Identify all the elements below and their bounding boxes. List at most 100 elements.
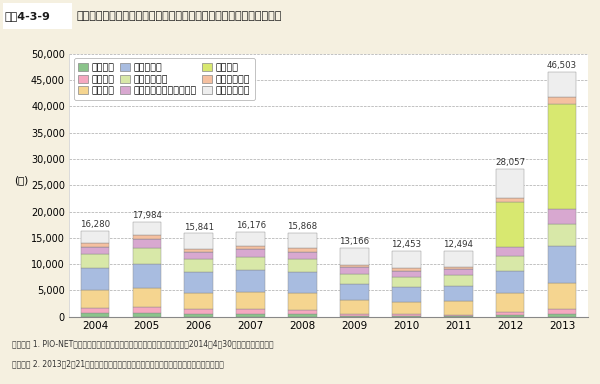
Bar: [392, 316, 421, 317]
Bar: [496, 247, 524, 256]
Bar: [392, 276, 421, 286]
Bar: [340, 316, 369, 317]
Text: 12,453: 12,453: [391, 240, 421, 250]
Text: 12,494: 12,494: [443, 240, 473, 249]
Bar: [340, 284, 369, 301]
Bar: [236, 292, 265, 309]
Text: (年度): (年度): [599, 351, 600, 361]
Bar: [133, 239, 161, 248]
Bar: [444, 316, 473, 317]
Bar: [496, 256, 524, 271]
Text: 15,868: 15,868: [287, 222, 317, 232]
Bar: [444, 275, 473, 286]
Bar: [288, 272, 317, 293]
Bar: [496, 312, 524, 315]
Bar: [340, 314, 369, 316]
Bar: [444, 286, 473, 301]
FancyBboxPatch shape: [3, 3, 72, 29]
Bar: [184, 233, 213, 249]
Bar: [548, 314, 577, 317]
Bar: [288, 293, 317, 310]
Bar: [80, 247, 109, 254]
Bar: [184, 259, 213, 272]
Text: 2. 2013年2月21日以降、特定商取引法改正により「訪問購入」が新設されている。: 2. 2013年2月21日以降、特定商取引法改正により「訪問購入」が新設されてい…: [12, 359, 224, 368]
Bar: [80, 308, 109, 313]
Bar: [496, 198, 524, 202]
Text: 図袆4-3-9: 図袆4-3-9: [5, 11, 50, 21]
Bar: [80, 243, 109, 247]
Bar: [548, 224, 577, 246]
Bar: [133, 313, 161, 317]
Bar: [392, 302, 421, 314]
Bar: [184, 249, 213, 252]
Bar: [184, 309, 213, 314]
Bar: [288, 259, 317, 272]
Bar: [340, 301, 369, 314]
Text: 15,841: 15,841: [184, 223, 214, 232]
Bar: [133, 307, 161, 313]
Bar: [548, 309, 577, 314]
Bar: [236, 257, 265, 270]
Bar: [340, 274, 369, 284]
Bar: [80, 268, 109, 290]
Bar: [236, 249, 265, 257]
Text: 28,057: 28,057: [495, 158, 525, 167]
Bar: [80, 254, 109, 268]
Bar: [288, 310, 317, 314]
Bar: [340, 265, 369, 267]
Bar: [133, 248, 161, 265]
Bar: [548, 104, 577, 210]
Bar: [184, 293, 213, 309]
Bar: [444, 267, 473, 270]
Bar: [340, 248, 369, 265]
Bar: [80, 313, 109, 317]
Text: （備考） 1. PIO-NETに登録された「健康食品」に関する消費生活相談情報（2014年4月30日までの登録分）。: （備考） 1. PIO-NETに登録された「健康食品」に関する消費生活相談情報（…: [12, 340, 274, 349]
Bar: [288, 314, 317, 317]
Bar: [392, 251, 421, 268]
Bar: [288, 233, 317, 248]
Bar: [496, 169, 524, 198]
Bar: [133, 265, 161, 288]
Bar: [184, 252, 213, 259]
Bar: [444, 314, 473, 316]
Bar: [496, 202, 524, 247]
Bar: [288, 248, 317, 252]
Bar: [288, 252, 317, 259]
Bar: [80, 231, 109, 243]
Bar: [444, 270, 473, 275]
Text: 17,984: 17,984: [132, 211, 162, 220]
Bar: [184, 272, 213, 293]
Bar: [236, 309, 265, 314]
Text: 16,176: 16,176: [236, 221, 266, 230]
Bar: [133, 235, 161, 239]
Bar: [80, 290, 109, 308]
Legend: 店舗購入, 訪問販売, 通信販売, マルチ取引, 電話勧誘販売, ネガティブ・オプション, 訪問購入, その他無店舗, 不明・無関係: 店舗購入, 訪問販売, 通信販売, マルチ取引, 電話勧誘販売, ネガティブ・オ…: [74, 58, 255, 100]
Text: 16,280: 16,280: [80, 220, 110, 229]
Y-axis label: (件): (件): [14, 175, 28, 185]
Bar: [548, 283, 577, 309]
Bar: [236, 314, 265, 317]
Bar: [496, 315, 524, 317]
Bar: [392, 268, 421, 271]
Bar: [236, 232, 265, 245]
Bar: [133, 288, 161, 307]
Bar: [392, 314, 421, 316]
Bar: [548, 72, 577, 98]
Bar: [444, 301, 473, 314]
Text: 「健康食品」に関する相談は、「送り付け商法」によって大幅に増加: 「健康食品」に関する相談は、「送り付け商法」によって大幅に増加: [77, 11, 282, 21]
Bar: [496, 293, 524, 312]
Bar: [184, 314, 213, 317]
Bar: [548, 210, 577, 224]
Bar: [496, 271, 524, 293]
Bar: [392, 271, 421, 276]
Bar: [548, 246, 577, 283]
Bar: [392, 286, 421, 302]
Bar: [444, 251, 473, 267]
Bar: [133, 222, 161, 235]
Bar: [340, 267, 369, 274]
Text: 46,503: 46,503: [547, 61, 577, 70]
Bar: [236, 245, 265, 249]
Bar: [548, 98, 577, 104]
Text: 13,166: 13,166: [340, 237, 370, 246]
Bar: [236, 270, 265, 292]
